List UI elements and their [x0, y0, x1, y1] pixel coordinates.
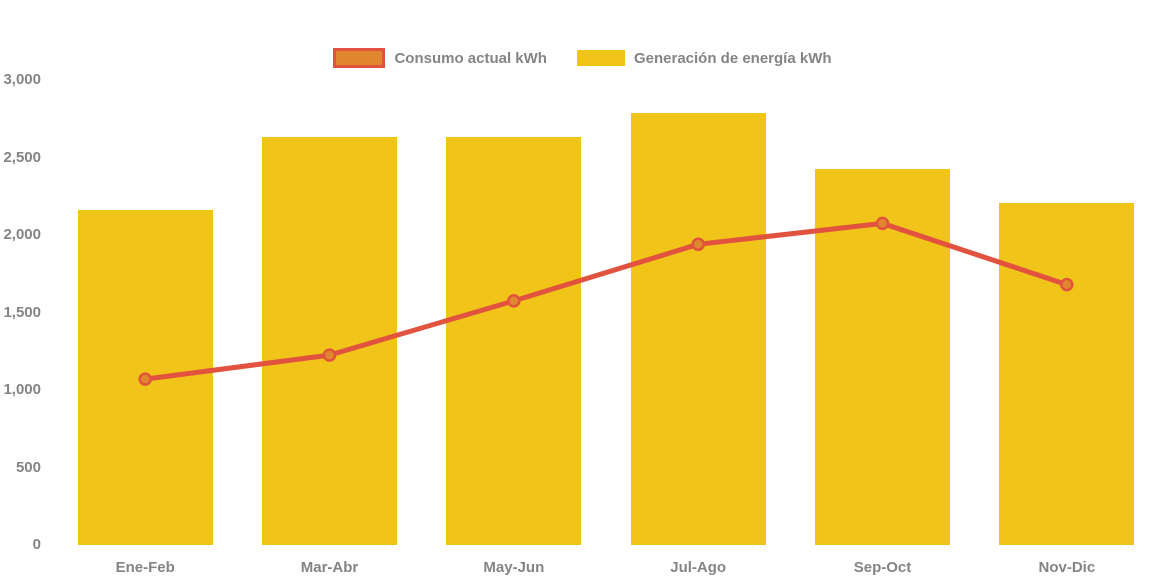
x-tick-label-jul-ago: Jul-Ago — [670, 559, 727, 576]
y-tick-label: 1,000 — [3, 381, 41, 398]
x-tick-label-mar-abr: Mar-Abr — [300, 559, 359, 576]
y-tick-label: 1,500 — [3, 303, 41, 321]
x-tick-label-may-jun: May-Jun — [483, 559, 545, 576]
y-tick-label: 0 — [32, 536, 41, 553]
y-tick-label: 2,500 — [3, 148, 41, 166]
chart-legend: Consumo actual kWh Generación de energía… — [0, 48, 1165, 68]
legend-label-consumo: Consumo actual kWh — [394, 49, 547, 67]
generacion-legend-swatch-icon — [576, 50, 625, 66]
x-tick-label-sep-oct: Sep-Oct — [853, 559, 912, 576]
consumo-legend-swatch-icon — [333, 48, 386, 68]
x-tick-label-nov-dic: Nov-Dic — [1038, 559, 1096, 576]
legend-label-generacion: Generación de energía kWh — [633, 49, 832, 67]
legend-item-generacion[interactable]: Generación de energía kWh — [576, 49, 832, 67]
y-tick-label: 2,000 — [3, 226, 41, 243]
x-tick-label-ene-feb: Ene-Feb — [115, 559, 175, 576]
y-tick-label: 500 — [15, 458, 41, 476]
y-tick-label: 3,000 — [3, 71, 41, 88]
legend-item-consumo-actual[interactable]: Consumo actual kWh — [333, 48, 547, 68]
